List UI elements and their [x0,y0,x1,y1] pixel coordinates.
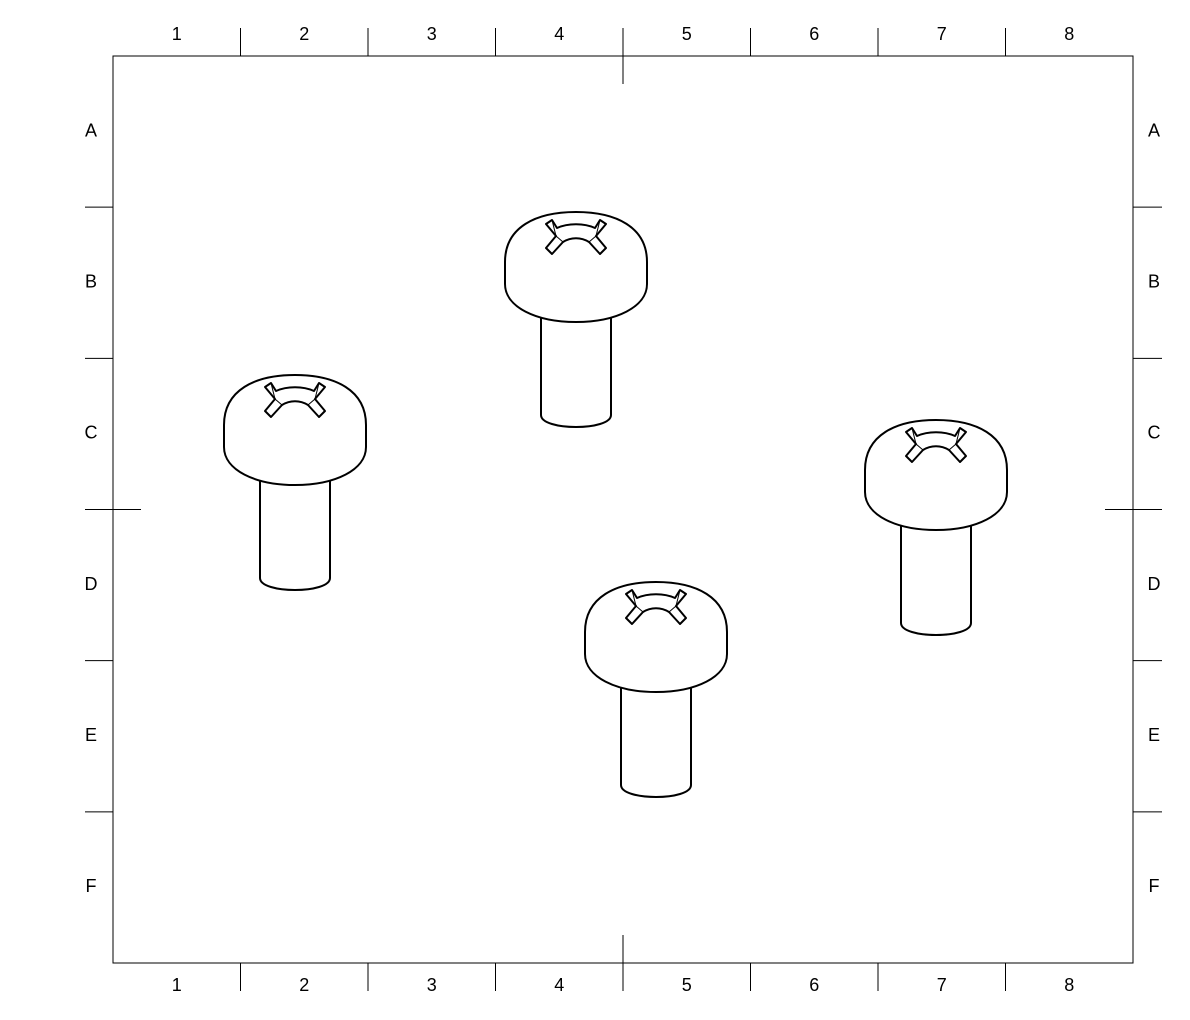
screw-head [223,374,367,486]
column-label-top: 4 [554,24,564,44]
phillips-recess-icon [545,219,607,255]
column-label-bottom: 2 [299,975,309,995]
zone-frame: 1 1 2 2 3 3 4 4 5 5 6 6 7 7 8 8 A A B B C C D D E E F F [85,24,1162,995]
screw-C7 [864,419,1008,636]
phillips-recess-icon [625,589,687,625]
recess-edge [270,382,320,406]
recess-edge [551,219,601,243]
screw-shank [620,681,692,798]
row-label-right: B [1148,272,1160,292]
screw-C2 [223,374,367,591]
row-label-left: A [85,120,97,140]
screw-D5 [584,581,728,798]
column-label-bottom: 8 [1064,975,1074,995]
screw-shank [259,474,331,591]
column-label-top: 2 [299,24,309,44]
screw-head [864,419,1008,531]
row-label-right: E [1148,725,1160,745]
row-label-right: F [1149,876,1160,896]
row-label-left: B [85,272,97,292]
recess-edge [631,589,681,613]
row-label-left: E [85,725,97,745]
phillips-recess-icon [264,382,326,418]
column-label-bottom: 4 [554,975,564,995]
phillips-recess-icon [905,427,967,463]
row-label-left: F [86,876,97,896]
column-label-bottom: 3 [427,975,437,995]
column-label-bottom: 7 [937,975,947,995]
column-label-bottom: 1 [172,975,182,995]
column-label-bottom: 5 [682,975,692,995]
row-label-right: C [1148,423,1161,443]
column-label-top: 8 [1064,24,1074,44]
row-label-left: D [85,574,98,594]
screw-head [584,581,728,693]
row-label-right: D [1148,574,1161,594]
row-label-right: A [1148,120,1160,140]
screw-shank [900,519,972,636]
column-label-top: 6 [809,24,819,44]
column-label-bottom: 6 [809,975,819,995]
column-label-top: 7 [937,24,947,44]
column-label-top: 5 [682,24,692,44]
screw-head [504,211,648,323]
column-label-top: 3 [427,24,437,44]
recess-edge [911,427,961,451]
row-label-left: C [85,423,98,443]
column-label-top: 1 [172,24,182,44]
screws [223,211,1008,798]
screw-B4 [504,211,648,428]
screw-shank [540,311,612,428]
